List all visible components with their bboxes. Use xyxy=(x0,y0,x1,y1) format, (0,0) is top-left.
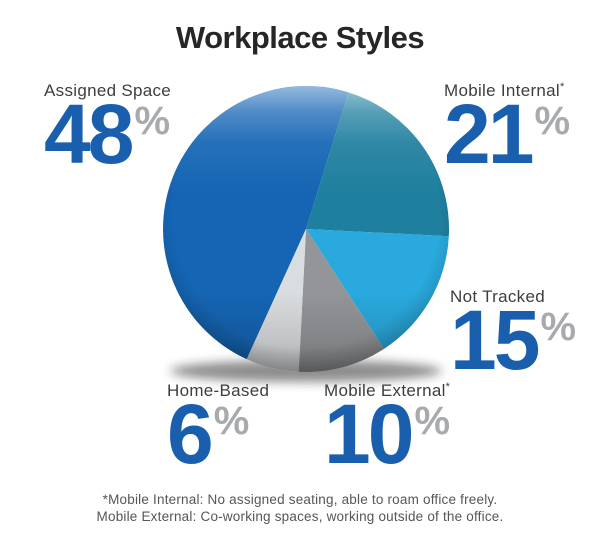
percent-sign: % xyxy=(134,99,171,143)
callout-home-based: Home-Based 6 % xyxy=(167,381,270,481)
callout-label: Mobile External* xyxy=(324,381,451,400)
footnote: *Mobile Internal: No assigned seating, a… xyxy=(0,492,600,525)
callout-label: Assigned Space xyxy=(44,81,172,100)
pie-chart xyxy=(141,64,471,404)
percent-number: 21 xyxy=(444,87,534,181)
percent-sign: % xyxy=(540,305,577,349)
callout-label: Not Tracked xyxy=(450,287,545,306)
callout-value: 6 % xyxy=(167,387,269,481)
callout-value: 15 % xyxy=(450,293,577,387)
callout-mobile-external: Mobile External* 10 % xyxy=(324,381,451,481)
pie-svg xyxy=(163,86,450,382)
callout-not-tracked: Not Tracked 15 % xyxy=(450,287,577,387)
percent-sign: % xyxy=(213,399,250,443)
pie-vignette-overlay xyxy=(163,86,449,372)
footnote-marker: * xyxy=(560,81,565,93)
callout-value: 21 % xyxy=(444,87,571,181)
callout-label: Mobile Internal* xyxy=(444,81,565,100)
footnote-line-2: Mobile External: Co-working spaces, work… xyxy=(96,508,504,524)
callout-mobile-internal: Mobile Internal* 21 % xyxy=(444,81,571,181)
percent-sign: % xyxy=(414,399,451,443)
callout-value: 10 % xyxy=(324,387,451,481)
percent-number: 48 xyxy=(44,87,134,181)
percent-sign: % xyxy=(534,99,571,143)
footnote-line-1: *Mobile Internal: No assigned seating, a… xyxy=(102,492,498,507)
chart-title: Workplace Styles xyxy=(175,20,425,55)
callout-value: 48 % xyxy=(44,87,171,181)
percent-number: 6 xyxy=(167,387,214,481)
footnote-marker: * xyxy=(445,381,451,393)
callout-label: Home-Based xyxy=(167,381,270,400)
percent-number: 10 xyxy=(324,387,414,481)
percent-number: 15 xyxy=(450,293,540,387)
callout-assigned-space: Assigned Space 48 % xyxy=(44,81,172,181)
